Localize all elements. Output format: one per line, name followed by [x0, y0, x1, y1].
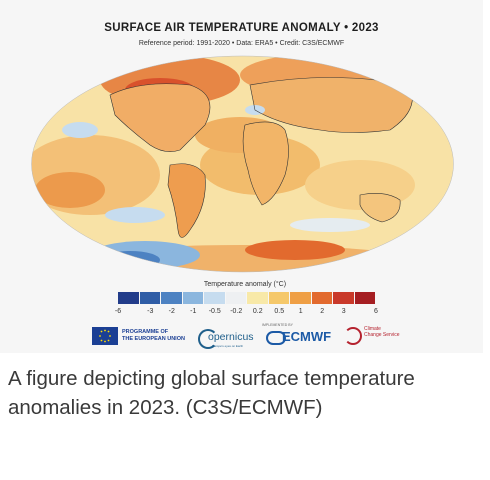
north-america-land: [110, 83, 210, 152]
scale-tick-label: 6: [374, 308, 378, 315]
eu-programme-text: PROGRAMME OF THE EUROPEAN UNION: [122, 329, 185, 342]
north-pacific-cool: [62, 122, 98, 138]
australia-land: [360, 193, 401, 222]
figure-title: SURFACE AIR TEMPERATURE ANOMALY • 2023: [104, 22, 379, 34]
scale-swatch: [311, 292, 333, 304]
scale-swatch: [290, 292, 312, 304]
scale-tick-label: -1: [190, 308, 197, 315]
ecmwf-mark-icon: [266, 331, 286, 345]
scale-swatch: [204, 292, 226, 304]
antarctica-warm-sector: [245, 240, 345, 260]
scale-swatch: [182, 292, 204, 304]
logo-row: PROGRAMME OF THE EUROPEAN UNION opernicu…: [0, 320, 483, 353]
anomaly-figure: SURFACE AIR TEMPERATURE ANOMALY • 2023 R…: [0, 22, 483, 353]
scale-tick-label: -0.5: [208, 308, 221, 315]
scale-swatch: [139, 292, 161, 304]
equatorial-pacific-anomaly: [35, 172, 105, 208]
scale-swatch: [161, 292, 183, 304]
south-america-land: [168, 163, 206, 238]
scale-tick-label: 3: [341, 308, 346, 315]
scale-tick-label: -3: [147, 308, 154, 315]
scale-title: Temperature anomaly (°C): [203, 281, 287, 288]
ccs-ring-icon: [344, 327, 362, 345]
south-pacific-cool: [105, 207, 165, 223]
scale-tick-label: 0.5: [274, 308, 285, 315]
africa-coast: [242, 121, 289, 206]
scale-swatch: [354, 292, 376, 304]
scale-ticks: -6 -3 -2 -1 -0.5 -0.2 0.2 0.5 1 2 3 6: [108, 308, 386, 318]
scale-swatch: [268, 292, 290, 304]
scale-swatch: [225, 292, 247, 304]
scale-swatch: [118, 292, 140, 304]
africa-land: [243, 121, 289, 205]
copernicus-ring-icon: [198, 329, 218, 349]
anomaly-map-svg: [31, 55, 454, 273]
scale-tick-label: -2: [168, 308, 175, 315]
figure-subtitle: Reference period: 1991-2020 • Data: ERA5…: [138, 40, 345, 47]
antarctica-anomaly: [42, 245, 442, 272]
globe-outline: [31, 55, 454, 273]
copernicus-logo: opernicus Europe's eyes on Earth: [198, 327, 256, 349]
eurasia-coast: [249, 77, 413, 133]
figure-caption: A figure depicting global surface temper…: [8, 367, 415, 419]
scale-tick-label: 2: [320, 308, 325, 315]
implemented-by-label: IMPLEMENTED BY: [262, 323, 293, 327]
scale-swatch: [247, 292, 269, 304]
australia-coast: [359, 193, 401, 223]
antarctica-coldest-sector: [100, 251, 160, 269]
eurasia-land: [250, 77, 413, 133]
scale-tick-label: -6: [114, 308, 122, 315]
world-map: [30, 55, 455, 273]
scale-swatch: [333, 292, 355, 304]
south-america-coast: [167, 163, 206, 238]
scale-tick-label: 0.2: [252, 308, 263, 315]
eu-flag-icon: [92, 327, 118, 345]
color-scale: [118, 292, 376, 304]
scale-tick-label: -0.2: [230, 308, 243, 315]
southern-ocean-neutral: [290, 218, 370, 232]
scale-tick-label: 1: [298, 308, 303, 315]
north-america-coast: [109, 83, 211, 152]
